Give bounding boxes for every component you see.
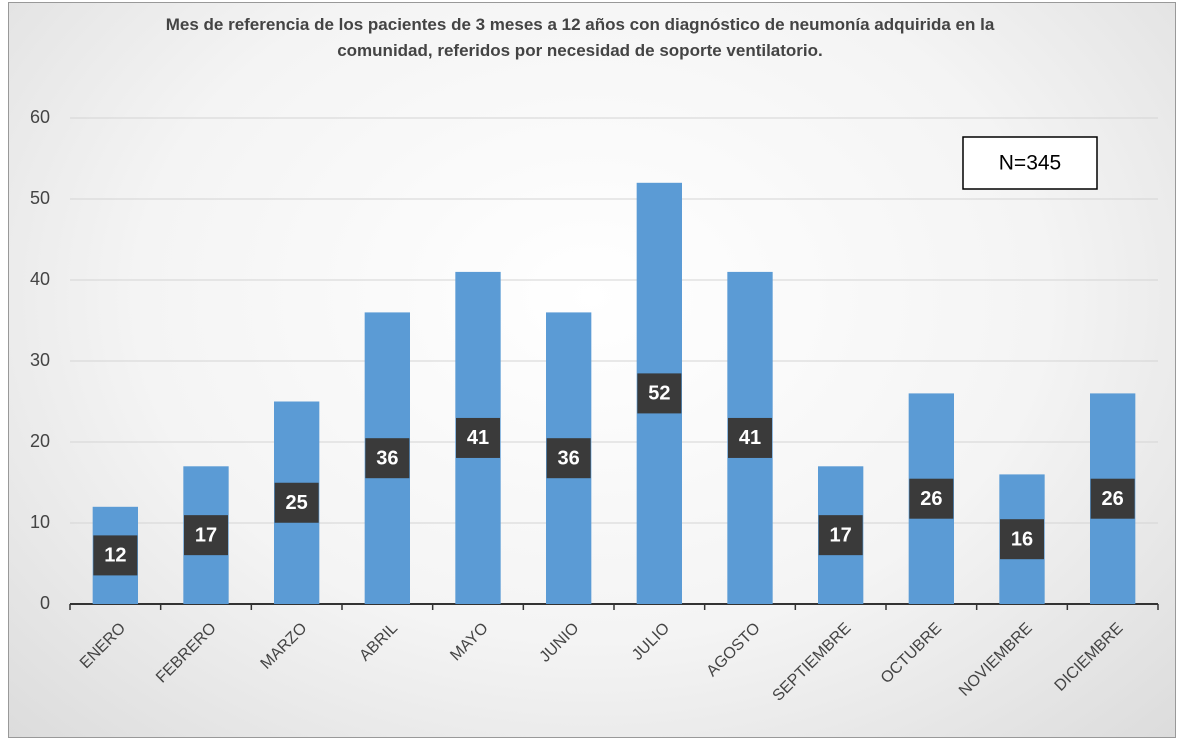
value-label-box	[546, 438, 591, 479]
x-tick-label: DICIEMBRE	[1052, 620, 1127, 695]
chart-frame	[8, 2, 1176, 738]
value-label: 25	[286, 492, 308, 514]
value-label: 36	[558, 447, 580, 469]
y-tick-label: 30	[30, 350, 50, 370]
x-tick-label: NOVIEMBRE	[956, 620, 1036, 700]
value-label: 26	[920, 488, 942, 510]
x-tick-label: ABRIL	[356, 620, 401, 665]
x-tick-label: FEBRERO	[153, 620, 220, 687]
x-tick-label: OCTUBRE	[878, 620, 945, 687]
chart-title: Mes de referencia de los pacientes de 3 …	[165, 15, 995, 60]
value-label: 17	[195, 524, 217, 546]
y-tick-label: 60	[30, 107, 50, 127]
value-label-box	[1090, 478, 1135, 519]
x-tick-label: ENERO	[77, 620, 129, 672]
x-tick-label: SEPTIEMBRE	[770, 620, 855, 705]
value-label: 41	[467, 427, 489, 449]
y-tick-label: 0	[40, 593, 50, 613]
value-label-box	[728, 417, 772, 458]
x-tick-label: MAYO	[447, 620, 492, 665]
y-tick-label: 10	[30, 512, 50, 532]
y-tick-label: 20	[30, 431, 50, 451]
value-label: 26	[1102, 488, 1124, 510]
value-label: 16	[1011, 528, 1033, 550]
x-tick-label: JULIO	[629, 620, 673, 664]
value-label-box	[274, 482, 319, 523]
value-label: 17	[830, 524, 852, 546]
value-label: 36	[376, 447, 398, 469]
value-label-box	[456, 417, 500, 458]
value-label-box	[184, 515, 228, 556]
x-tick-label: JUNIO	[537, 620, 583, 666]
value-label: 52	[648, 383, 670, 405]
value-label: 12	[104, 545, 126, 567]
x-tick-label: MARZO	[258, 620, 311, 673]
value-label: 41	[739, 427, 761, 449]
value-label-box	[637, 373, 682, 414]
y-tick-label: 40	[30, 269, 50, 289]
value-label-box	[818, 515, 863, 556]
x-tick-label: AGOSTO	[704, 620, 764, 680]
annotation-box	[962, 136, 1098, 190]
value-label-box	[1000, 519, 1044, 560]
annotation: N=345	[999, 152, 1061, 175]
value-label-box	[909, 478, 954, 519]
y-tick-label: 50	[30, 188, 50, 208]
value-label-box	[365, 438, 410, 479]
value-label-box	[93, 535, 138, 576]
